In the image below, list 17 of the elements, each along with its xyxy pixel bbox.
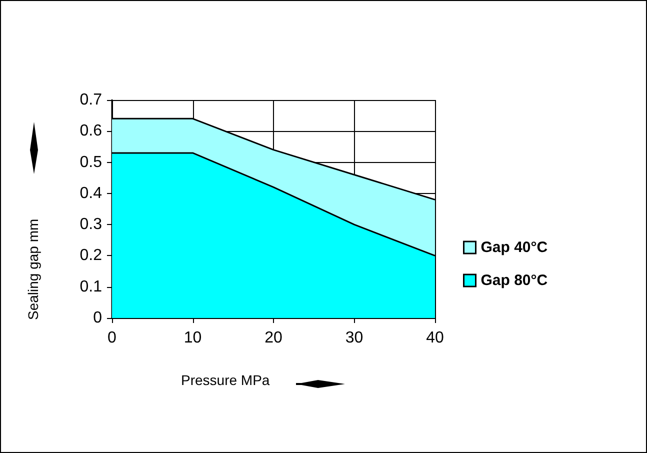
x-tick-label: 10: [184, 330, 202, 346]
y-tick-label: 0.6: [80, 122, 102, 140]
y-tick-label: 0.5: [80, 154, 102, 171]
y-tick-label: 0.4: [80, 184, 102, 202]
x-tick-label: 0: [108, 330, 117, 346]
y-tick-label: 0.7: [80, 92, 102, 108]
x-axis-title: Pressure MPa: [181, 372, 270, 388]
y-tick-label: 0.2: [80, 247, 102, 264]
y-axis-title: Sealing gap mm: [25, 218, 41, 320]
x-tick-label: 20: [264, 330, 282, 346]
x-tick-label: 30: [345, 330, 364, 346]
x-tick-label: 40: [426, 330, 444, 346]
legend-label: Gap 40°C: [480, 239, 548, 256]
y-tick-label: 0: [93, 310, 102, 326]
legend-label: Gap 80°C: [480, 272, 548, 289]
y-tick-label: 0.1: [80, 278, 102, 296]
y-tick-label: 0.3: [80, 216, 102, 234]
